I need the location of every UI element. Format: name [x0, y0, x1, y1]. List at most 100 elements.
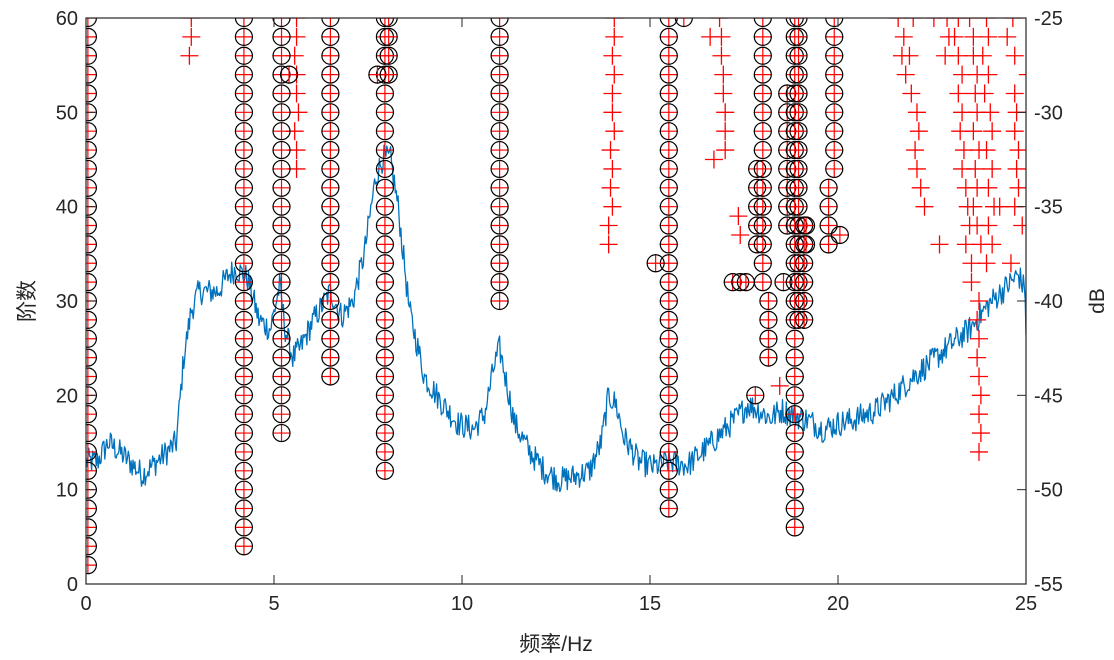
circle-point	[659, 273, 678, 292]
circle-ring	[785, 348, 804, 367]
circle-point	[759, 348, 778, 367]
circle-ring	[86, 103, 97, 122]
cross-point	[1009, 178, 1026, 197]
circle-point	[86, 65, 97, 84]
circle-ring	[272, 386, 291, 405]
circle-point	[272, 140, 291, 160]
cross-point	[1018, 73, 1026, 76]
circle-ring	[753, 254, 772, 273]
cross-point	[603, 84, 622, 103]
cross-point	[1005, 84, 1024, 103]
circle-point	[789, 103, 808, 122]
circle-point	[86, 348, 97, 367]
cross-point	[979, 65, 998, 84]
circle-ring	[86, 84, 97, 103]
circle-point	[375, 273, 395, 292]
circle-point	[321, 27, 340, 46]
circle-ring	[234, 65, 254, 84]
circle-point	[375, 18, 395, 28]
circle-ring	[272, 178, 291, 197]
circle-ring	[86, 140, 97, 160]
circle-point	[86, 18, 97, 28]
x-tick-label: 10	[451, 593, 473, 615]
circle-ring	[490, 216, 509, 235]
circle-point	[86, 46, 97, 65]
circle-point	[736, 273, 755, 292]
circle-point	[659, 197, 678, 216]
circle-ring	[234, 216, 254, 235]
circle-point	[796, 235, 816, 254]
circle-point	[789, 27, 808, 46]
circle-point	[789, 65, 808, 84]
circle-point	[490, 46, 509, 65]
circle-point	[234, 197, 254, 216]
circle-point	[321, 367, 340, 386]
y2-tick-label: -25	[1034, 8, 1063, 30]
circle-point	[86, 405, 97, 424]
circle-ring	[234, 178, 254, 197]
cross-point	[911, 178, 930, 197]
circle-ring	[375, 140, 395, 160]
circle-point	[785, 18, 804, 28]
cross-point	[889, 18, 908, 27]
circle-point	[234, 348, 254, 367]
circle-point	[272, 386, 291, 405]
circle-point	[86, 461, 97, 480]
circle-ring	[375, 103, 395, 122]
circle-ring	[272, 310, 291, 329]
circle-ring	[753, 178, 772, 197]
cross-point	[970, 442, 988, 461]
circle-ring	[321, 235, 340, 254]
circle-ring	[795, 310, 814, 329]
cross-point	[966, 159, 985, 178]
cross-point	[605, 18, 624, 27]
circle-ring	[674, 18, 693, 28]
circle-point	[379, 46, 398, 65]
circle-ring	[272, 405, 291, 424]
circle-ring	[753, 235, 772, 254]
circle-point	[86, 423, 97, 443]
circle-ring	[789, 18, 808, 28]
x-axis-label: 频率/Hz	[519, 633, 593, 656]
circle-point	[825, 159, 844, 179]
circle-ring	[86, 18, 97, 28]
circle-ring	[234, 367, 254, 386]
circle-point	[819, 197, 838, 216]
circle-ring	[272, 27, 291, 46]
circle-ring	[490, 273, 509, 292]
circle-ring	[272, 216, 291, 235]
circle-point	[375, 122, 395, 141]
circle-point	[321, 291, 340, 311]
circle-point	[825, 84, 844, 103]
circle-point	[272, 197, 291, 216]
circle-ring	[825, 84, 844, 103]
circle-point	[785, 461, 804, 480]
circle-point	[789, 140, 808, 160]
cross-point	[956, 235, 975, 254]
circle-point	[86, 310, 97, 329]
circle-point	[825, 140, 844, 160]
circle-ring	[234, 273, 254, 292]
circle-point	[234, 499, 254, 518]
circle-point	[490, 18, 509, 28]
y2-tick-label: -55	[1034, 574, 1063, 596]
circle-point	[86, 122, 97, 141]
circle-ring	[759, 291, 778, 311]
circle-ring	[375, 178, 395, 197]
cross-point	[906, 141, 925, 160]
circle-point	[86, 216, 97, 235]
circle-point	[659, 423, 678, 443]
circle-point	[379, 27, 398, 46]
circle-point	[272, 159, 291, 179]
circle-ring	[490, 18, 509, 28]
circle-ring	[321, 367, 340, 386]
circle-point	[272, 291, 291, 311]
circle-ring	[785, 367, 804, 386]
circle-point	[375, 461, 395, 480]
circle-ring	[825, 103, 844, 122]
circle-point	[234, 46, 254, 65]
circle-point	[490, 254, 509, 273]
circle-point	[659, 18, 678, 28]
circle-ring	[490, 122, 509, 141]
circle-ring	[86, 291, 97, 311]
